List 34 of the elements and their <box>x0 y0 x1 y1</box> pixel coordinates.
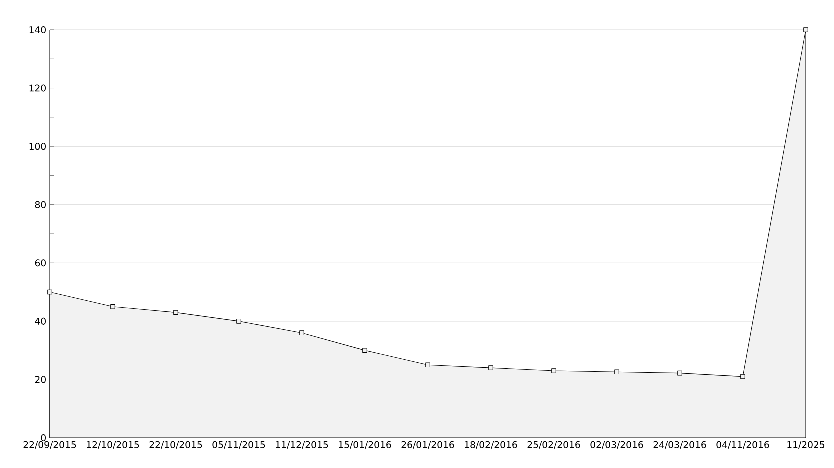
x-tick-label: 25/02/2016 <box>528 441 580 450</box>
point <box>678 370 682 376</box>
point <box>552 368 556 374</box>
point <box>362 348 368 353</box>
y-tick-label: 100 <box>30 143 46 150</box>
x-tick-label: 11/2025 <box>788 441 825 450</box>
y-tick-label: 120 <box>30 84 46 92</box>
x-tick-label: 11/12/2015 <box>276 441 328 450</box>
x-tick-label: 22/09/2015 <box>24 441 76 450</box>
y-tick-label: 0 <box>41 434 46 442</box>
point <box>110 304 116 310</box>
x-tick-label: 22/10/2015 <box>150 441 202 450</box>
x-tick-label: 24/03/2016 <box>654 441 706 450</box>
x-tick-label: 15/01/2016 <box>339 441 392 450</box>
point <box>300 330 304 336</box>
x-tick-label: 18/02/2016 <box>465 441 518 450</box>
y-tick-label: 60 <box>35 260 46 267</box>
point <box>426 362 430 368</box>
point <box>614 370 620 375</box>
x-tick-label: 02/03/2016 <box>590 441 644 450</box>
x-tick-label: 04/11/2016 <box>716 441 770 450</box>
point <box>740 374 746 380</box>
y-tick-label: 40 <box>35 318 46 325</box>
point <box>236 319 242 324</box>
x-tick-label: 26/01/2016 <box>402 441 454 450</box>
y-tick-label: 20 <box>35 376 46 384</box>
y-tick-label: 140 <box>30 26 46 34</box>
x-tick-label: 05/11/2015 <box>212 441 266 450</box>
x-tick-label: 12/10/2015 <box>87 441 140 450</box>
point <box>48 290 52 295</box>
y-tick-label: 80 <box>35 201 46 208</box>
point <box>804 28 808 32</box>
point <box>174 310 178 316</box>
point <box>488 366 494 370</box>
